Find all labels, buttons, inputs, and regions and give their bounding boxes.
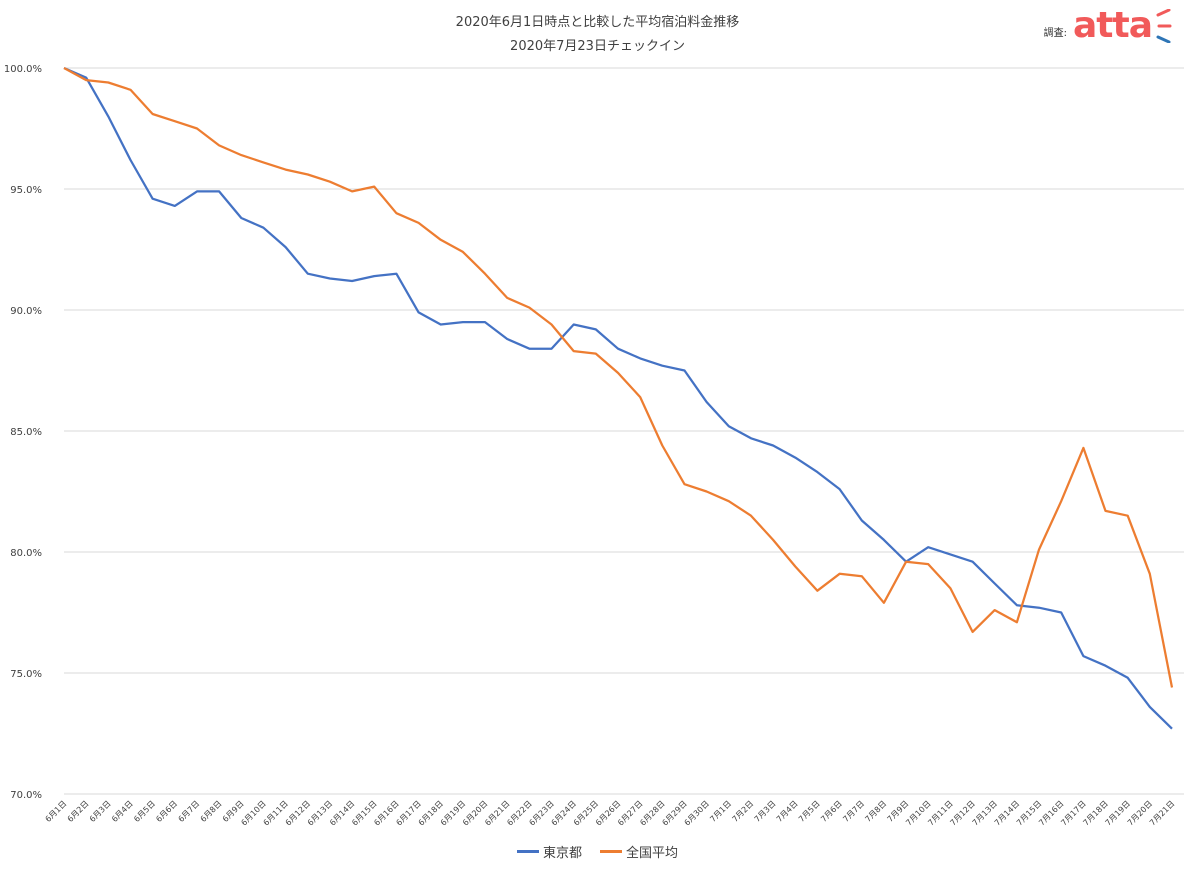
x-tick-label: 7月2日: [730, 799, 755, 824]
legend: 東京都 全国平均: [0, 842, 1195, 861]
logo-accent-icon: [1156, 9, 1172, 43]
x-tick-label: 6月5日: [132, 799, 157, 824]
y-tick-label: 80.0%: [10, 548, 42, 559]
x-tick-label: 7月21日: [1148, 799, 1176, 827]
series-lines: [63, 66, 1174, 730]
y-tick-label: 75.0%: [10, 669, 42, 680]
y-axis-ticks: 70.0% 75.0% 80.0% 85.0% 90.0% 95.0% 100.0%: [4, 64, 42, 801]
x-tick-label: 7月3日: [753, 799, 778, 824]
x-tick-label: 6月2日: [66, 799, 91, 824]
x-tick-label: 7月8日: [863, 799, 888, 824]
source-credit: 調査: atta: [1044, 8, 1173, 44]
x-tick-label: 6月1日: [44, 799, 69, 824]
y-tick-label: 100.0%: [4, 64, 42, 75]
x-tick-label: 7月5日: [797, 799, 822, 824]
series-line-national: [63, 67, 1174, 688]
legend-item-national: 全国平均: [600, 842, 678, 861]
legend-label-national: 全国平均: [626, 846, 679, 861]
legend-label-tokyo: 東京都: [542, 846, 582, 861]
x-tick-label: 7月1日: [708, 799, 733, 824]
legend-swatch-tokyo: [516, 850, 539, 853]
gridlines: [64, 67, 1184, 795]
legend-item-tokyo: 東京都: [516, 842, 582, 861]
source-label: 調査:: [1043, 27, 1067, 39]
x-tick-label: 7月6日: [819, 799, 844, 824]
y-tick-label: 85.0%: [10, 427, 42, 438]
atta-logo: atta: [1072, 5, 1153, 46]
y-tick-label: 95.0%: [10, 185, 42, 196]
series-line-tokyo: [63, 66, 1173, 730]
x-axis-ticks: 6月1日6月2日6月3日6月4日6月5日6月6日6月7日6月8日6月9日6月10…: [44, 799, 1177, 827]
legend-swatch-national: [600, 850, 622, 853]
chart-subtitle: 2020年7月23日チェックイン: [510, 39, 685, 54]
y-tick-label: 70.0%: [10, 790, 42, 801]
x-tick-label: 6月3日: [88, 799, 113, 824]
x-tick-label: 6月30日: [683, 799, 711, 827]
x-tick-label: 7月7日: [841, 799, 866, 824]
x-tick-label: 7月4日: [775, 799, 800, 824]
x-tick-label: 6月6日: [154, 799, 179, 824]
x-tick-label: 6月7日: [176, 799, 201, 824]
x-tick-label: 6月4日: [110, 799, 135, 824]
y-tick-label: 90.0%: [10, 306, 42, 317]
chart-title: 2020年6月1日時点と比較した平均宿泊料金推移: [455, 15, 740, 30]
x-tick-label: 6月8日: [199, 799, 224, 824]
